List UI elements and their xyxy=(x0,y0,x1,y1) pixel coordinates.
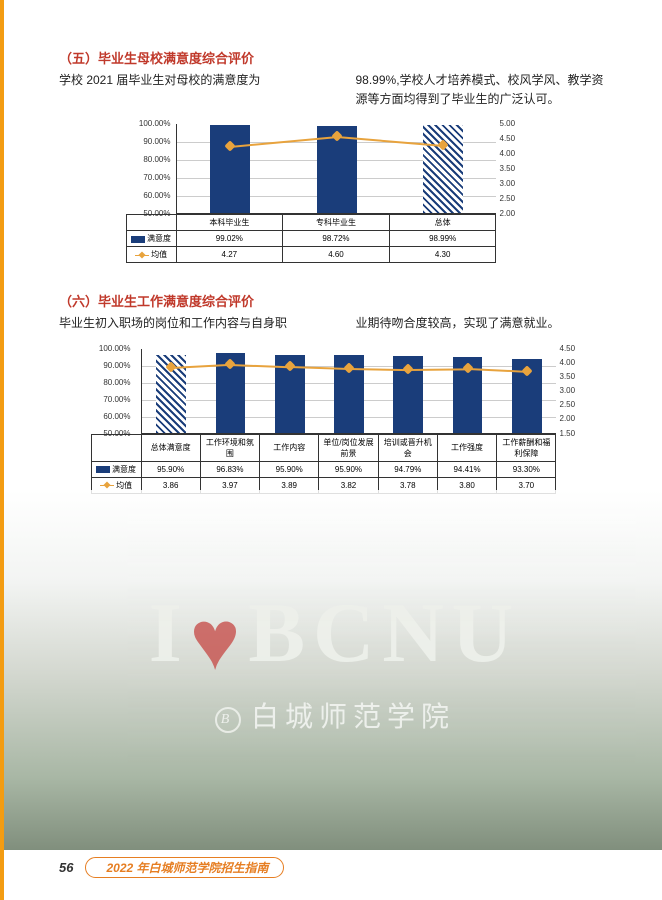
chart2-plot xyxy=(141,349,556,434)
y-axis-right-label: 3.50 xyxy=(560,372,590,381)
chart1: 本科毕业生专科毕业生总体满意度99.02%98.72%98.99% 均值4.27… xyxy=(126,119,546,279)
background-photo: I♥BCNU B 白城师范学院 xyxy=(4,490,662,850)
row-label: 均值 xyxy=(126,247,176,263)
table-cell: 98.99% xyxy=(389,231,496,247)
section5-text: 学校 2021 届毕业生对母校的满意度为 98.99%,学校人才培养模式、校风学… xyxy=(59,71,612,109)
category-header: 工作环境和氛围 xyxy=(200,434,259,461)
y-axis-left-label: 90.00% xyxy=(86,361,131,370)
y-axis-right-label: 2.00 xyxy=(500,209,530,218)
table-cell: 93.30% xyxy=(497,461,556,477)
y-axis-left-label: 100.00% xyxy=(126,119,171,128)
category-header: 本科毕业生 xyxy=(176,215,283,231)
y-axis-right-label: 3.50 xyxy=(500,164,530,173)
category-header: 总体满意度 xyxy=(141,434,200,461)
y-axis-left-label: 80.00% xyxy=(86,378,131,387)
y-axis-right-label: 4.50 xyxy=(560,344,590,353)
y-axis-right-label: 5.00 xyxy=(500,119,530,128)
y-axis-right-label: 3.00 xyxy=(500,179,530,188)
table-cell: 4.60 xyxy=(283,247,390,263)
section6-right: 业期待吻合度较高，实现了满意就业。 xyxy=(356,314,613,333)
row-label: 满意度 xyxy=(91,461,141,477)
category-header: 工作强度 xyxy=(437,434,496,461)
y-axis-left-label: 50.00% xyxy=(126,209,171,218)
table-cell: 94.41% xyxy=(437,461,496,477)
chart2: 总体满意度工作环境和氛围工作内容单位/岗位发展前景培训或晋升机会工作强度工作薪酬… xyxy=(86,344,586,514)
y-axis-left-label: 50.00% xyxy=(86,429,131,438)
table-cell: 96.83% xyxy=(200,461,259,477)
y-axis-left-label: 60.00% xyxy=(86,412,131,421)
bcnu-letters: I♥BCNU xyxy=(4,584,662,691)
footer-text: 2022 年白城师范学院招生指南 xyxy=(85,857,283,878)
y-axis-right-label: 4.50 xyxy=(500,134,530,143)
page-number: 56 xyxy=(59,860,73,875)
heart-icon: ♥ xyxy=(190,592,248,690)
table-cell: 95.90% xyxy=(260,461,319,477)
section5-title: （五）毕业生母校满意度综合评价 xyxy=(59,48,612,67)
page: （五）毕业生母校满意度综合评价 学校 2021 届毕业生对母校的满意度为 98.… xyxy=(0,0,662,900)
y-axis-left-label: 80.00% xyxy=(126,155,171,164)
section5-right: 98.99%,学校人才培养模式、校风学风、教学资源等方面均得到了毕业生的广泛认可… xyxy=(356,71,613,109)
table-cell: 4.27 xyxy=(176,247,283,263)
y-axis-left-label: 70.00% xyxy=(126,173,171,182)
row-label: 满意度 xyxy=(126,231,176,247)
bcnu-text: BCNU xyxy=(248,586,521,680)
school-cn-name: 白城师范学院 xyxy=(251,702,455,733)
category-header: 总体 xyxy=(389,215,496,231)
table-cell: 4.30 xyxy=(389,247,496,263)
section5-left: 学校 2021 届毕业生对母校的满意度为 xyxy=(59,71,316,109)
category-header: 工作内容 xyxy=(260,434,319,461)
section6-left: 毕业生初入职场的岗位和工作内容与自身职 xyxy=(59,314,316,333)
chart2-table: 总体满意度工作环境和氛围工作内容单位/岗位发展前景培训或晋升机会工作强度工作薪酬… xyxy=(91,434,557,494)
chart1-plot xyxy=(176,124,496,214)
category-header: 工作薪酬和福利保障 xyxy=(497,434,556,461)
y-axis-right-label: 3.00 xyxy=(560,386,590,395)
bar xyxy=(210,125,250,213)
y-axis-right-label: 2.00 xyxy=(560,414,590,423)
chart2-wrap: 总体满意度工作环境和氛围工作内容单位/岗位发展前景培训或晋升机会工作强度工作薪酬… xyxy=(59,344,612,514)
y-axis-left-label: 90.00% xyxy=(126,137,171,146)
category-header: 专科毕业生 xyxy=(283,215,390,231)
bar xyxy=(423,125,463,213)
table-cell: 98.72% xyxy=(283,231,390,247)
y-axis-left-label: 60.00% xyxy=(126,191,171,200)
y-axis-right-label: 2.50 xyxy=(560,400,590,409)
y-axis-right-label: 4.00 xyxy=(560,358,590,367)
category-header: 单位/岗位发展前景 xyxy=(319,434,378,461)
table-cell: 95.90% xyxy=(319,461,378,477)
school-sign: B 白城师范学院 xyxy=(4,695,662,735)
y-axis-right-label: 1.50 xyxy=(560,429,590,438)
chart1-wrap: 本科毕业生专科毕业生总体满意度99.02%98.72%98.99% 均值4.27… xyxy=(59,119,612,279)
section6-text: 毕业生初入职场的岗位和工作内容与自身职 业期待吻合度较高，实现了满意就业。 xyxy=(59,314,612,333)
table-cell: 94.79% xyxy=(378,461,437,477)
school-badge-icon: B xyxy=(215,707,241,733)
table-cell: 99.02% xyxy=(176,231,283,247)
y-axis-left-label: 100.00% xyxy=(86,344,131,353)
main-content: （五）毕业生母校满意度综合评价 学校 2021 届毕业生对母校的满意度为 98.… xyxy=(4,0,662,514)
table-cell: 95.90% xyxy=(141,461,200,477)
category-header: 培训或晋升机会 xyxy=(378,434,437,461)
y-axis-right-label: 4.00 xyxy=(500,149,530,158)
y-axis-left-label: 70.00% xyxy=(86,395,131,404)
y-axis-right-label: 2.50 xyxy=(500,194,530,203)
footer: 56 2022 年白城师范学院招生指南 xyxy=(59,857,284,878)
section6-title: （六）毕业生工作满意度综合评价 xyxy=(59,291,612,310)
chart1-table: 本科毕业生专科毕业生总体满意度99.02%98.72%98.99% 均值4.27… xyxy=(126,214,497,263)
